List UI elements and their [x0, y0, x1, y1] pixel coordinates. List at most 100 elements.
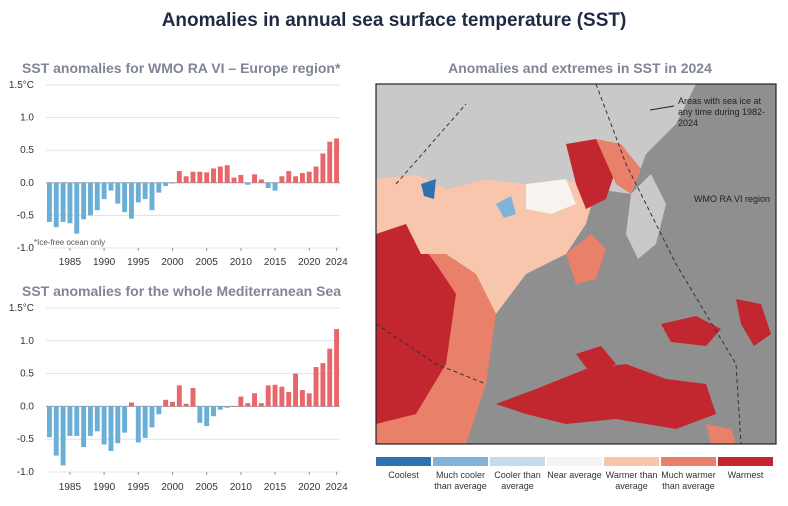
bar-2004 [197, 171, 203, 183]
x-tick-label: 2010 [230, 257, 253, 268]
bar-2018 [293, 373, 299, 407]
bar-2007 [217, 406, 223, 410]
y-tick-label: -0.5 [17, 434, 35, 445]
bar-1996 [142, 182, 148, 200]
x-tick-label: 2000 [161, 482, 184, 493]
bar-2003 [190, 388, 196, 407]
bar-1998 [156, 182, 162, 193]
bar-2010 [238, 396, 244, 407]
legend-swatch [547, 457, 602, 466]
bar-1987 [81, 182, 87, 220]
bar-1984 [60, 182, 66, 222]
sea-ice-label: Areas with sea ice at any time during 19… [678, 96, 766, 128]
bar-1993 [122, 182, 128, 213]
bar-2005 [204, 172, 210, 183]
legend-label: Coolest [388, 470, 419, 480]
x-tick-label: 2020 [298, 257, 321, 268]
y-tick-label: 1.5°C [9, 303, 34, 314]
bar-2000 [170, 401, 175, 407]
x-tick-label: 2015 [264, 482, 287, 493]
x-tick-label: 2000 [161, 257, 184, 268]
legend-swatch [661, 457, 716, 466]
bar-2020 [306, 393, 312, 407]
bar-1988 [87, 182, 93, 216]
bar-2006 [211, 406, 216, 417]
y-tick-label: -1.0 [17, 243, 35, 254]
y-tick-label: 1.0 [20, 336, 34, 347]
bar-2019 [299, 390, 305, 407]
x-tick-label: 1985 [59, 482, 82, 493]
bar-1992 [115, 406, 121, 444]
bar-2004 [197, 406, 203, 423]
bar-2020 [306, 171, 312, 183]
bar-1991 [108, 182, 114, 191]
bar-2008 [224, 165, 230, 183]
med-chart-title: SST anomalies for the whole Mediterranea… [22, 283, 341, 299]
legend-swatch [718, 457, 773, 466]
legend-label: Much warmer than average [661, 470, 716, 491]
bar-1996 [142, 406, 148, 438]
bar-2021 [313, 367, 319, 407]
legend-item: Coolest [376, 457, 431, 481]
x-tick-label: 1995 [127, 482, 150, 493]
bar-1997 [149, 182, 155, 211]
legend-item: Much cooler than average [433, 457, 488, 492]
bar-1985 [67, 406, 73, 436]
bar-2011 [245, 403, 251, 407]
x-tick-label: 1990 [93, 482, 116, 493]
bar-2016 [279, 176, 285, 183]
bar-1986 [74, 406, 80, 436]
bar-2008 [224, 406, 230, 408]
bar-1989 [94, 182, 100, 211]
bar-2002 [183, 176, 189, 183]
x-tick-label: 2024 [325, 257, 348, 268]
y-tick-label: 1.5°C [9, 80, 34, 91]
x-tick-label: 2015 [264, 257, 287, 268]
bar-1994 [129, 182, 134, 219]
bar-2022 [320, 363, 326, 407]
bar-1992 [115, 182, 121, 204]
bar-2011 [245, 182, 251, 185]
bar-2021 [313, 166, 319, 183]
bar-1984 [60, 406, 66, 466]
bar-1990 [101, 406, 107, 445]
bar-1993 [122, 406, 128, 433]
main-title: Anomalies in annual sea surface temperat… [161, 10, 627, 31]
bar-2024 [334, 138, 340, 183]
bar-1985 [67, 182, 73, 224]
legend-label: Warmest [727, 470, 764, 480]
bar-2007 [217, 166, 223, 183]
bar-2019 [299, 173, 305, 183]
y-tick-label: -1.0 [17, 467, 35, 478]
bar-1983 [53, 406, 59, 456]
bar-1998 [156, 406, 162, 415]
bar-2018 [293, 176, 299, 183]
bar-2022 [320, 153, 326, 183]
bar-2014 [265, 385, 271, 407]
legend-swatch [490, 457, 545, 466]
legend-label: Cooler than average [494, 470, 541, 491]
bar-2006 [211, 168, 216, 183]
x-tick-label: 1995 [127, 257, 150, 268]
sst-map: Areas with sea ice at any time during 19… [375, 83, 777, 445]
bar-1989 [94, 406, 100, 432]
bar-1983 [53, 182, 59, 228]
bar-2012 [252, 393, 257, 407]
legend-label: Warmer than average [605, 470, 658, 491]
legend-label: Much cooler than average [434, 470, 487, 491]
bar-1999 [163, 399, 169, 407]
bar-2014 [265, 182, 271, 189]
bar-2001 [176, 385, 182, 407]
bar-1987 [81, 406, 87, 448]
legend-item: Warmest [718, 457, 773, 481]
bar-1995 [135, 406, 141, 443]
x-tick-label: 2024 [325, 482, 348, 493]
europe-chart-title: SST anomalies for WMO RA VI – Europe reg… [22, 60, 341, 76]
bar-1999 [163, 182, 169, 187]
legend-swatch [433, 457, 488, 466]
y-tick-label: 1.0 [20, 113, 34, 124]
bar-2016 [279, 386, 285, 407]
y-tick-label: 0.0 [20, 178, 34, 189]
